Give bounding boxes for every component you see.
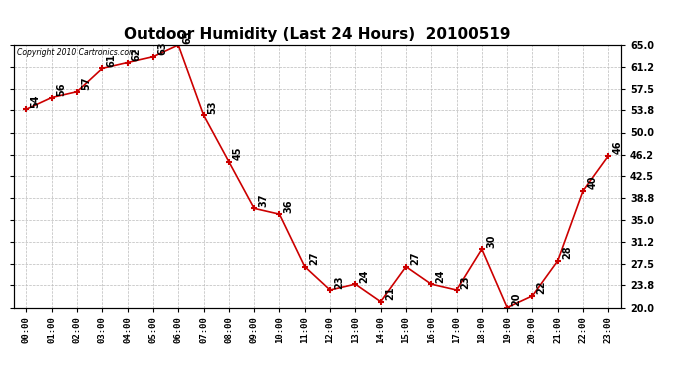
- Text: 56: 56: [56, 82, 66, 96]
- Text: 65: 65: [182, 30, 193, 44]
- Text: 45: 45: [233, 147, 243, 160]
- Text: 20: 20: [511, 292, 522, 306]
- Text: 30: 30: [486, 234, 496, 248]
- Text: 54: 54: [30, 94, 41, 108]
- Text: 61: 61: [106, 54, 117, 67]
- Text: 40: 40: [587, 176, 598, 189]
- Text: 62: 62: [132, 48, 142, 61]
- Title: Outdoor Humidity (Last 24 Hours)  20100519: Outdoor Humidity (Last 24 Hours) 2010051…: [124, 27, 511, 42]
- Text: 22: 22: [537, 281, 546, 294]
- Text: 28: 28: [562, 246, 572, 259]
- Text: 57: 57: [81, 77, 91, 90]
- Text: 23: 23: [334, 275, 344, 289]
- Text: 46: 46: [613, 141, 622, 154]
- Text: 23: 23: [461, 275, 471, 289]
- Text: 63: 63: [157, 42, 167, 55]
- Text: 24: 24: [435, 269, 446, 283]
- Text: 21: 21: [385, 287, 395, 300]
- Text: Copyright 2010 Cartronics.com: Copyright 2010 Cartronics.com: [17, 48, 136, 57]
- Text: 36: 36: [284, 199, 294, 213]
- Text: 53: 53: [208, 100, 218, 114]
- Text: 27: 27: [410, 252, 420, 265]
- Text: 24: 24: [359, 269, 370, 283]
- Text: 37: 37: [258, 194, 268, 207]
- Text: 27: 27: [309, 252, 319, 265]
